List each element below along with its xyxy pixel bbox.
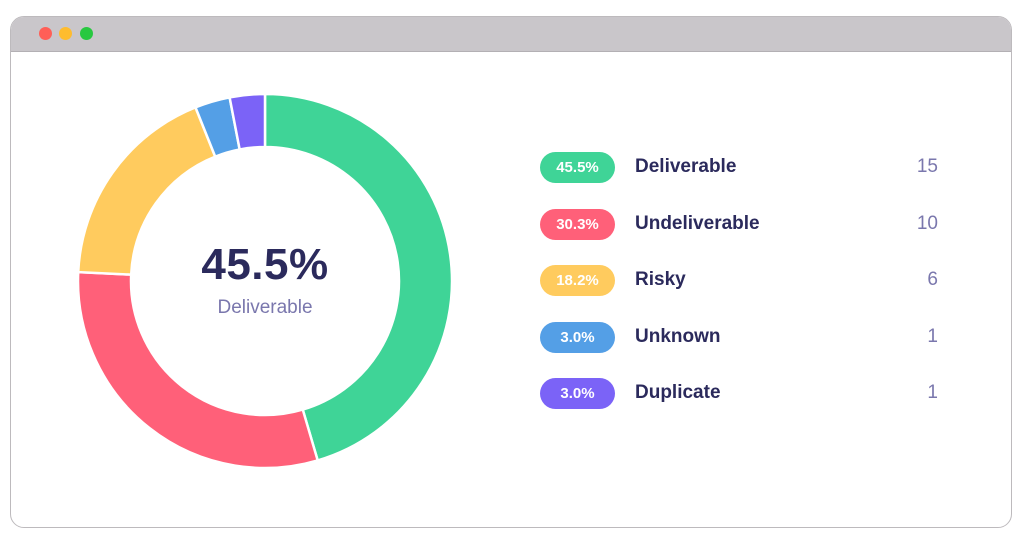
- legend-label: Risky: [635, 269, 686, 290]
- percent-badge: 30.3%: [540, 208, 615, 240]
- percent-badge: 3.0%: [540, 378, 615, 409]
- donut-slice-duplicate[interactable]: [228, 93, 267, 151]
- donut-slice-deliverable[interactable]: [263, 93, 453, 462]
- legend-count: 1: [927, 325, 938, 347]
- window-titlebar: [11, 17, 1011, 52]
- donut-slice-risky[interactable]: [77, 105, 217, 276]
- legend-count: 10: [916, 212, 938, 234]
- percent-badge: 45.5%: [540, 152, 615, 183]
- maximize-window-icon[interactable]: [80, 27, 93, 40]
- close-window-icon[interactable]: [39, 27, 52, 40]
- legend-label: Duplicate: [635, 382, 721, 403]
- legend: 45.5% Deliverable 15 30.3% Undeliverable 10 18…: [540, 152, 940, 435]
- minimize-window-icon[interactable]: [59, 27, 72, 40]
- legend-item-deliverable[interactable]: 45.5% Deliverable 15: [540, 152, 940, 209]
- donut-chart: [77, 93, 453, 469]
- legend-item-risky[interactable]: 18.2% Risky 6: [540, 265, 940, 322]
- legend-label: Unknown: [635, 325, 721, 347]
- donut-slice-undeliverable[interactable]: [77, 270, 320, 469]
- legend-count: 1: [927, 382, 938, 403]
- legend-label: Deliverable: [635, 156, 737, 177]
- legend-item-undeliverable[interactable]: 30.3% Undeliverable 10: [540, 208, 940, 266]
- percent-badge: 3.0%: [540, 321, 615, 353]
- legend-count: 6: [927, 269, 938, 290]
- legend-label: Undeliverable: [635, 212, 760, 234]
- percent-badge: 18.2%: [540, 265, 615, 296]
- legend-item-unknown[interactable]: 3.0% Unknown 1: [540, 321, 940, 379]
- legend-item-duplicate[interactable]: 3.0% Duplicate 1: [540, 378, 940, 435]
- legend-count: 15: [916, 156, 938, 177]
